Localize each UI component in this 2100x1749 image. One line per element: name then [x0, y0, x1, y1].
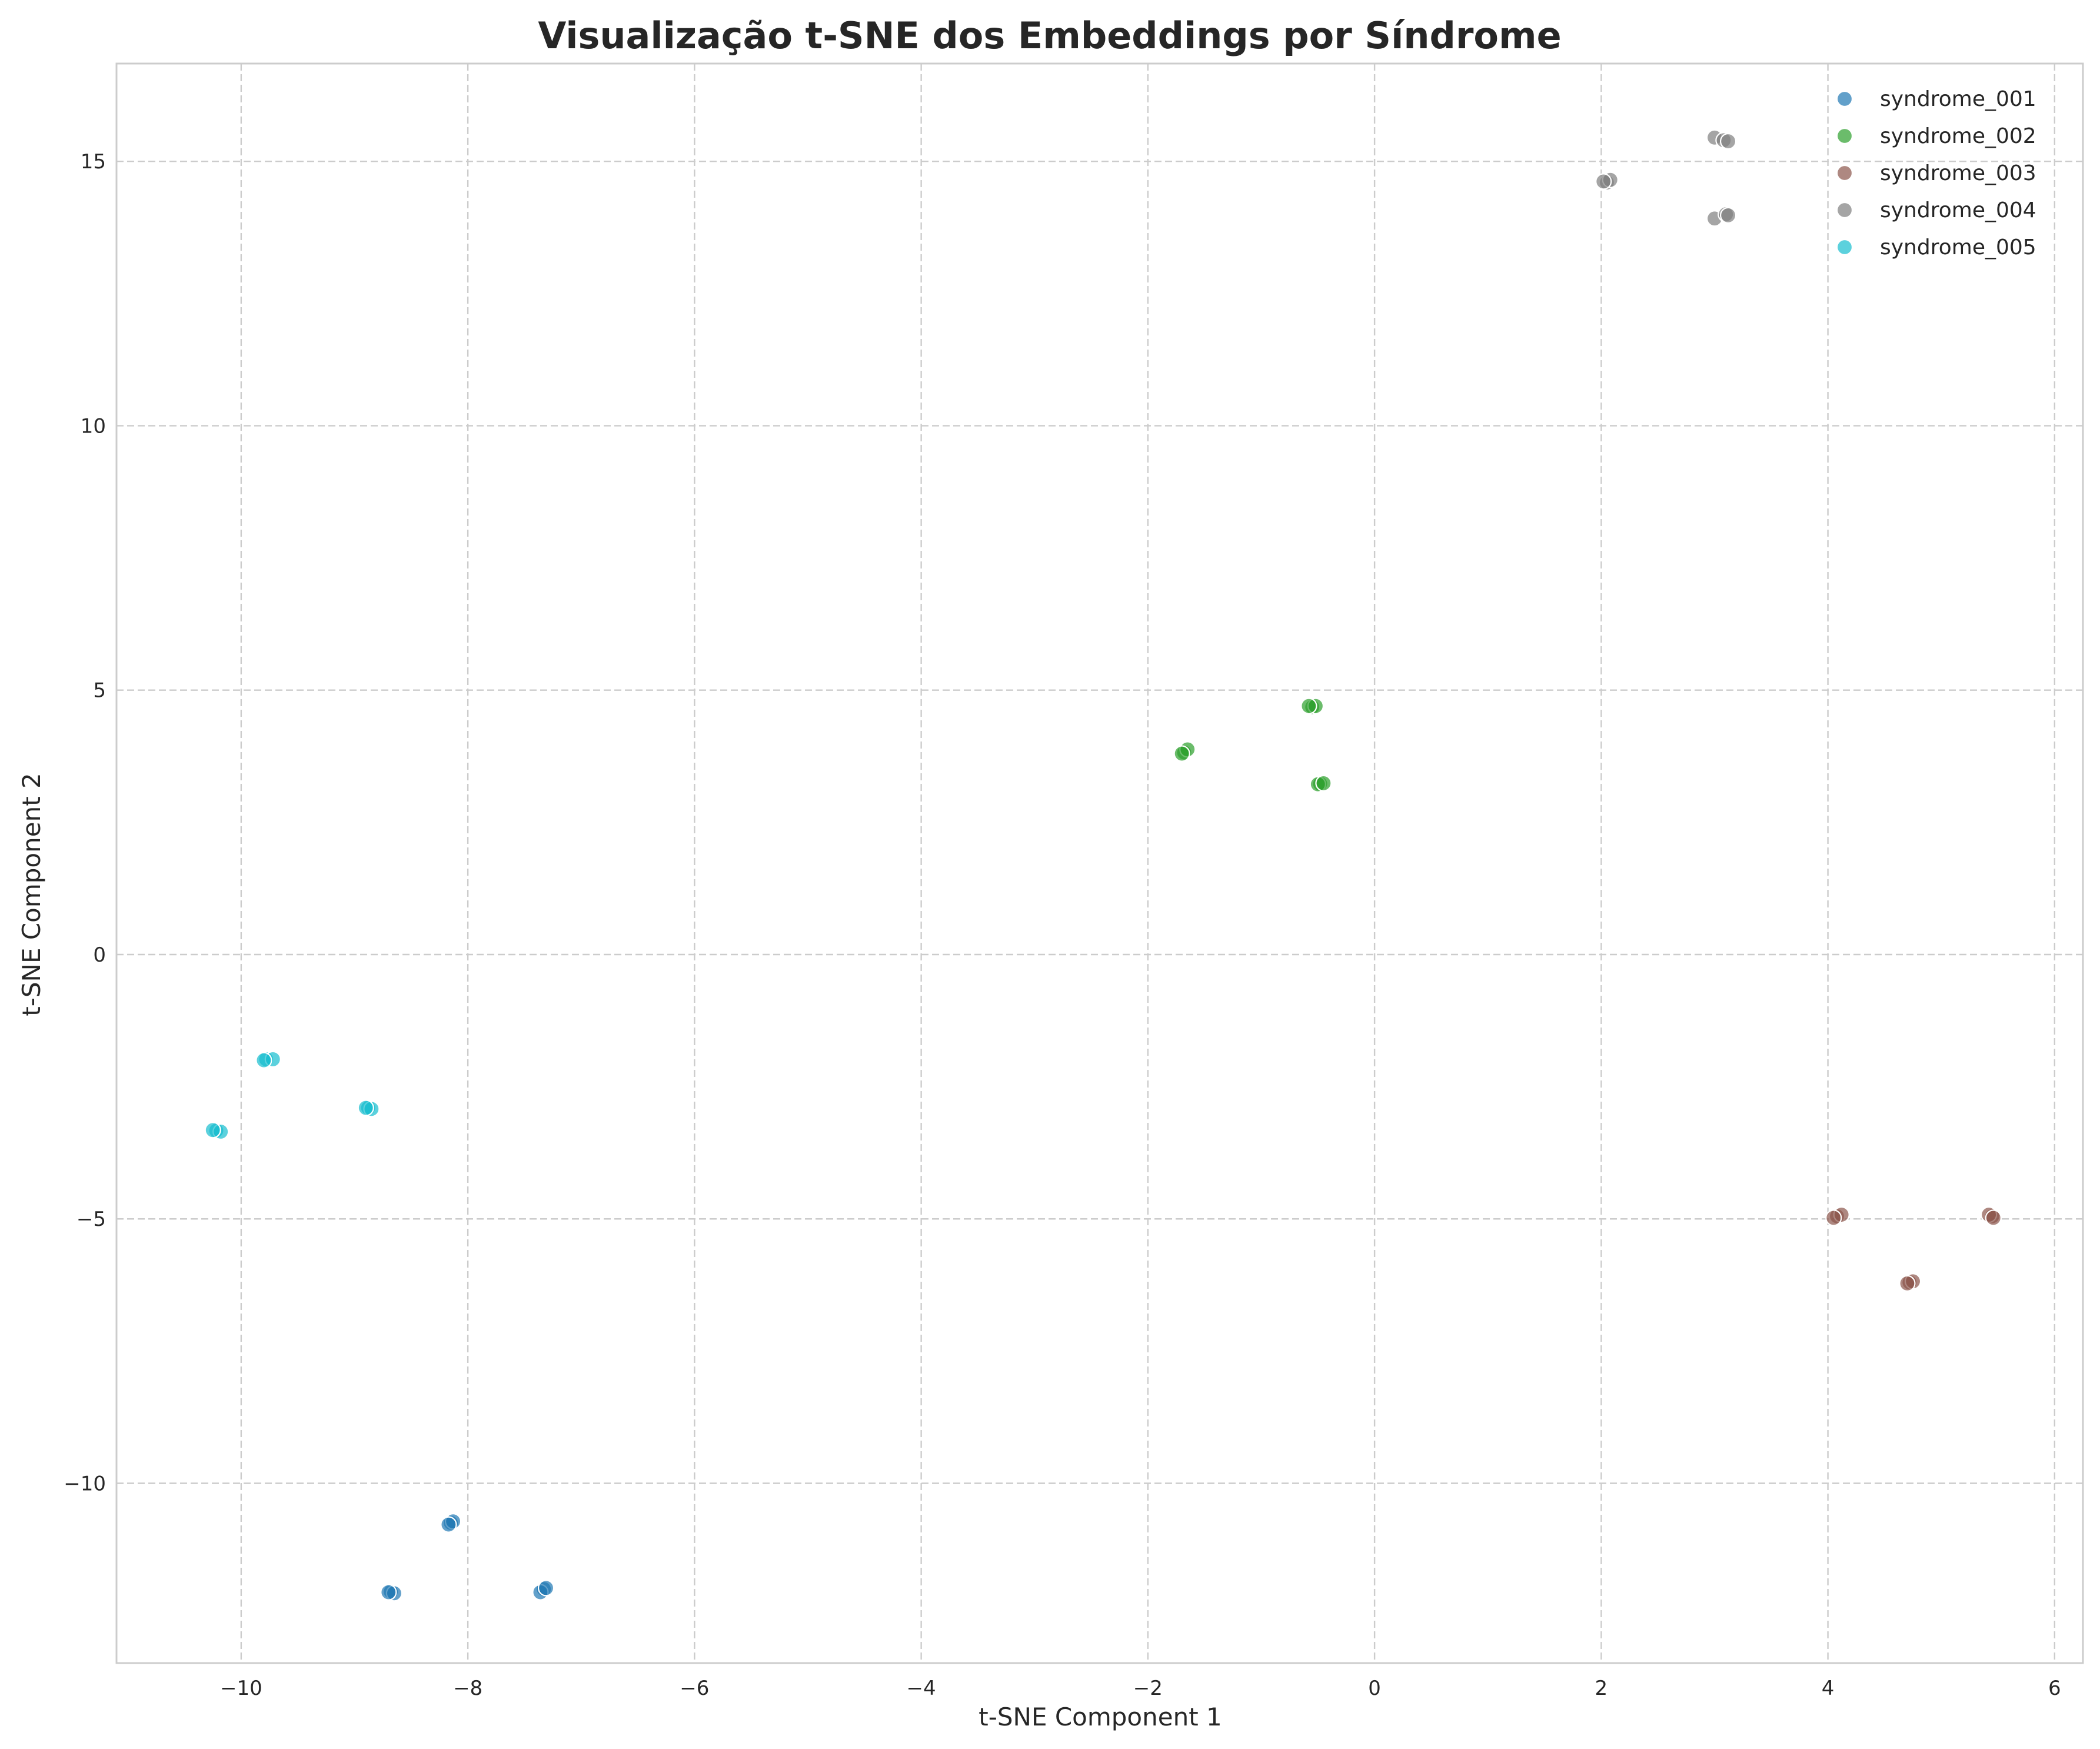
- legend-label: syndrome_002: [1880, 124, 2036, 148]
- y-tick-label: −10: [64, 1472, 106, 1496]
- legend-marker: [1836, 90, 1853, 108]
- y-tick-label: 15: [81, 150, 106, 174]
- x-tick-label: −2: [1133, 1677, 1163, 1700]
- legend-label: syndrome_005: [1880, 235, 2036, 260]
- x-tick-label: −4: [907, 1677, 936, 1700]
- legend-marker: [1836, 164, 1853, 182]
- y-tick-label: −5: [76, 1208, 106, 1231]
- plot-frame: [115, 62, 2084, 1664]
- x-tick-label: 6: [2048, 1677, 2061, 1700]
- x-tick-label: −6: [680, 1677, 709, 1700]
- data-point-syndrome_004: [1595, 173, 1612, 190]
- x-tick-label: 0: [1368, 1677, 1381, 1700]
- y-tick-label: 10: [81, 414, 106, 438]
- legend-label: syndrome_001: [1880, 87, 2036, 111]
- data-point-syndrome_002: [1300, 697, 1317, 714]
- y-tick-label: 5: [93, 679, 106, 703]
- data-point-syndrome_002: [1315, 774, 1332, 792]
- legend-label: syndrome_003: [1880, 161, 2036, 185]
- data-point-syndrome_005: [357, 1099, 374, 1116]
- data-point-syndrome_001: [380, 1584, 397, 1601]
- data-point-syndrome_004: [1719, 132, 1737, 150]
- y-tick-label: 0: [93, 943, 106, 967]
- legend: syndrome_001 syndrome_002 syndrome_003synd…: [1836, 87, 2036, 260]
- x-tick-label: −10: [220, 1677, 262, 1700]
- x-tick-label: 2: [1595, 1677, 1608, 1700]
- data-point-syndrome_001: [537, 1580, 555, 1597]
- legend-marker: [1836, 238, 1853, 256]
- data-point-syndrome_003: [1985, 1209, 2002, 1226]
- data-point-syndrome_001: [440, 1516, 457, 1533]
- legend-label: syndrome_004: [1880, 198, 2036, 222]
- legend-marker: [1836, 127, 1853, 145]
- plot-area: −10 −8 −6 −4 −2 0 2 4 6 −10 −5 0 5 10 15: [64, 62, 2084, 1700]
- x-axis-label: t-SNE Component 1: [979, 1703, 1222, 1731]
- x-tick-label: 4: [1822, 1677, 1835, 1700]
- data-point-syndrome_003: [1825, 1209, 1842, 1226]
- chart-title: Visualização t-SNE dos Embeddings por Sí…: [538, 14, 1561, 57]
- y-axis-label: t-SNE Component 2: [17, 773, 46, 1016]
- x-tick-label: −8: [453, 1677, 482, 1700]
- data-point-syndrome_004: [1719, 207, 1737, 224]
- data-point-syndrome_005: [204, 1122, 221, 1139]
- data-point-syndrome_002: [1173, 745, 1190, 762]
- data-point-syndrome_003: [1899, 1275, 1916, 1292]
- legend-marker: [1836, 201, 1853, 219]
- data-point-syndrome_005: [255, 1052, 272, 1069]
